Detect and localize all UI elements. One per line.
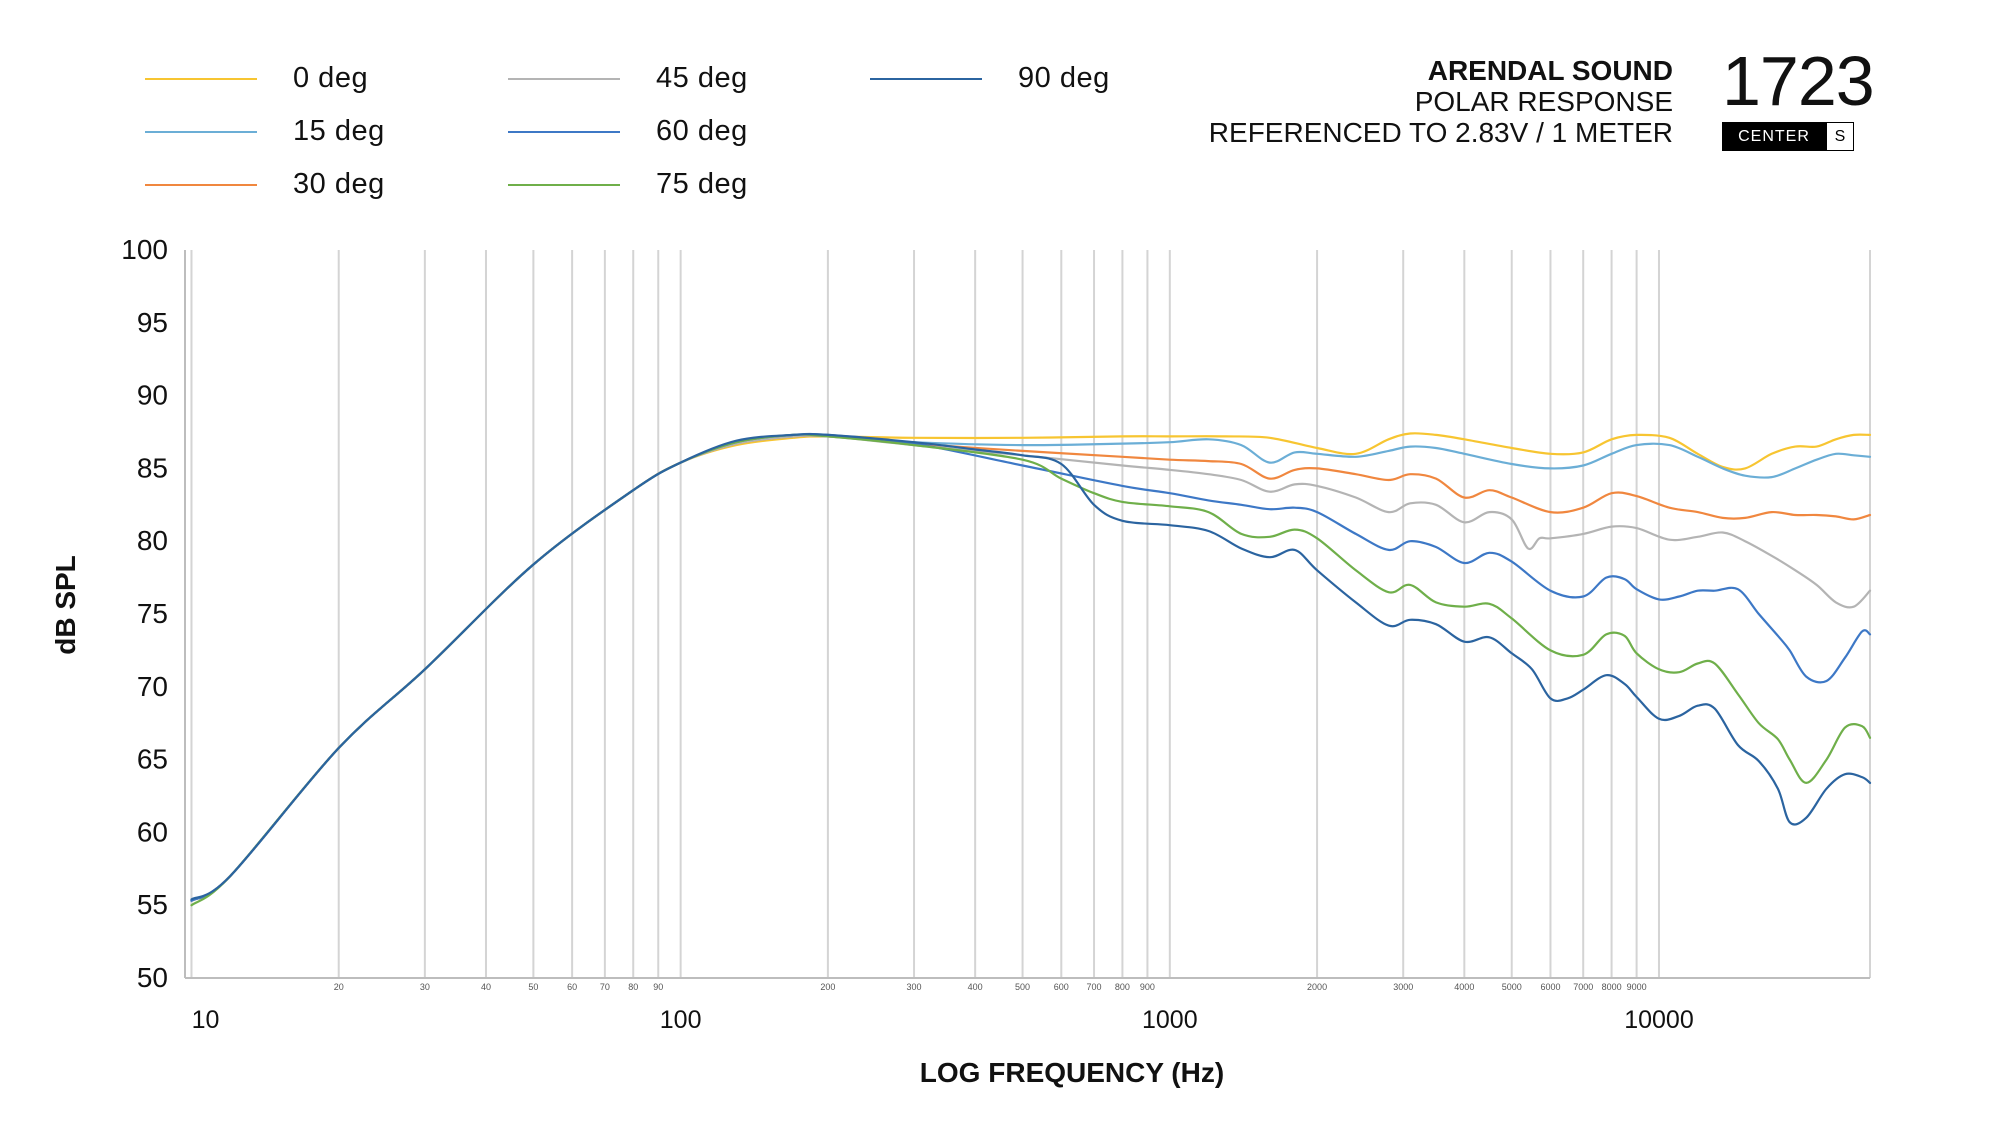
series-line-45-deg <box>190 434 1872 902</box>
grid-lines <box>190 250 1871 978</box>
x-tick-minor-label: 9000 <box>1627 982 1647 992</box>
legend-item-15-deg: 15 deg <box>145 115 385 148</box>
legend-item-90-deg: 90 deg <box>870 62 1110 95</box>
x-tick-minor-label: 80 <box>628 982 638 992</box>
product-badge-suffix: S <box>1826 122 1854 151</box>
x-tick-minor-label: 3000 <box>1393 982 1413 992</box>
chart-title: POLAR RESPONSE <box>1414 86 1673 117</box>
x-tick-minor-label: 700 <box>1087 982 1102 992</box>
x-tick-minor-label: 300 <box>907 982 922 992</box>
x-tick-minor-label: 30 <box>420 982 430 992</box>
y-tick-label: 50 <box>137 962 168 993</box>
legend-item-45-deg: 45 deg <box>508 62 748 95</box>
y-tick-label: 60 <box>137 816 168 847</box>
x-tick-minor-label: 8000 <box>1602 982 1622 992</box>
series-lines <box>190 432 1872 907</box>
legend-swatch <box>508 77 620 80</box>
y-tick-label: 100 <box>121 234 168 265</box>
y-tick-label: 70 <box>137 671 168 702</box>
y-tick-label: 95 <box>137 307 168 338</box>
x-tick-minor-label: 4000 <box>1454 982 1474 992</box>
product-logo: 1723 CENTER S <box>1722 42 1875 151</box>
legend-swatch <box>145 130 257 133</box>
y-axis-label: dB SPL <box>50 555 81 655</box>
y-tick-label: 65 <box>137 744 168 775</box>
product-badge: CENTER S <box>1722 122 1854 151</box>
legend-item-30-deg: 30 deg <box>145 168 385 201</box>
x-tick-minor-label: 20 <box>334 982 344 992</box>
legend-label: 0 deg <box>293 62 369 94</box>
y-tick-label: 80 <box>137 525 168 556</box>
x-tick-labels: 20 30 40 50 60 70 80 90 200 300 400 500 600 700 800 900… <box>192 982 1694 1034</box>
x-tick-major-label: 10000 <box>1624 1006 1694 1034</box>
x-tick-minor-label: 500 <box>1015 982 1030 992</box>
legend-label: 45 deg <box>656 62 748 94</box>
x-tick-minor-label: 5000 <box>1502 982 1522 992</box>
y-tick-label: 75 <box>137 598 168 629</box>
x-tick-minor-label: 600 <box>1054 982 1069 992</box>
legend-swatch <box>145 183 257 186</box>
chart-reference: REFERENCED TO 2.83V / 1 METER <box>1208 117 1673 148</box>
y-tick-label: 85 <box>137 452 168 483</box>
legend-item-75-deg: 75 deg <box>508 168 748 201</box>
legend-label: 60 deg <box>656 115 748 147</box>
x-tick-minor-label: 7000 <box>1573 982 1593 992</box>
legend-item-60-deg: 60 deg <box>508 115 748 148</box>
x-tick-major-label: 100 <box>660 1006 702 1034</box>
x-tick-minor-label: 40 <box>481 982 491 992</box>
series-line-60-deg <box>190 432 1872 902</box>
legend-item-0-deg: 0 deg <box>145 62 368 95</box>
legend-label: 15 deg <box>293 115 385 147</box>
legend-swatch <box>870 77 982 80</box>
x-tick-minor-label: 6000 <box>1540 982 1560 992</box>
x-tick-minor-label: 90 <box>653 982 663 992</box>
series-line-30-deg <box>190 434 1872 902</box>
y-tick-label: 55 <box>137 889 168 920</box>
series-line-75-deg <box>190 433 1872 907</box>
legend-label: 90 deg <box>1018 62 1110 94</box>
product-number: 1723 <box>1722 42 1875 120</box>
product-badge-label: CENTER <box>1722 122 1826 151</box>
x-tick-major-label: 1000 <box>1142 1006 1198 1034</box>
axes <box>184 250 1870 979</box>
x-tick-minor-label: 900 <box>1140 982 1155 992</box>
legend-label: 75 deg <box>656 168 748 200</box>
series-line-15-deg <box>190 434 1872 902</box>
legend-swatch <box>145 77 257 80</box>
series-line-0-deg <box>190 432 1872 902</box>
x-tick-minor-label: 70 <box>600 982 610 992</box>
x-tick-minor-label: 200 <box>820 982 835 992</box>
x-tick-minor-label: 50 <box>528 982 538 992</box>
y-tick-labels: 50 55 60 65 70 75 80 85 90 95 100 <box>121 234 168 993</box>
legend-label: 30 deg <box>293 168 385 200</box>
series-line-90-deg <box>190 432 1872 901</box>
chart-header: ARENDAL SOUND POLAR RESPONSE REFERENCED … <box>1209 55 1673 148</box>
x-tick-minor-label: 2000 <box>1307 982 1327 992</box>
x-tick-minor-label: 60 <box>567 982 577 992</box>
brand-name: ARENDAL SOUND <box>1427 55 1673 86</box>
legend-swatch <box>508 130 620 133</box>
x-axis-label: LOG FREQUENCY (Hz) <box>920 1057 1224 1088</box>
x-tick-minor-label: 800 <box>1115 982 1130 992</box>
x-tick-minor-label: 400 <box>968 982 983 992</box>
x-tick-major-label: 10 <box>192 1006 220 1034</box>
legend-swatch <box>508 183 620 186</box>
y-tick-label: 90 <box>137 380 168 411</box>
